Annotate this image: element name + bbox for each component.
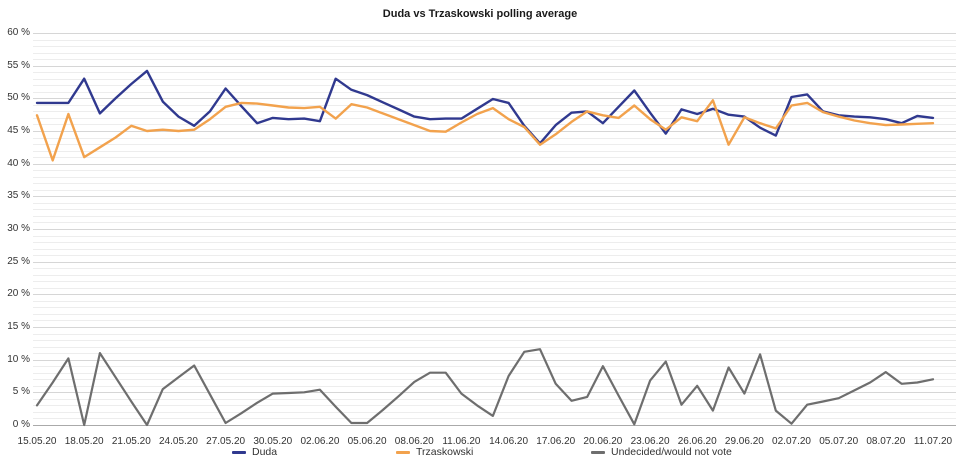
legend-item-duda: Duda [232, 446, 277, 458]
legend-item-trzaskowski: Trzaskowski [396, 446, 473, 458]
series-line-duda [35, 69, 935, 145]
x-tick-label: 21.05.20 [111, 436, 151, 447]
y-tick-label: 25 % [7, 255, 30, 267]
legend-marker-icon [232, 450, 246, 454]
y-tick-label: 10 % [7, 353, 30, 365]
x-tick-label: 11.06.20 [442, 436, 481, 447]
legend-marker-icon [396, 450, 410, 454]
x-tick-label: 05.06.20 [347, 436, 387, 447]
y-tick-label: 30 % [7, 223, 30, 234]
x-tick-label: 26.06.20 [677, 436, 717, 447]
x-tick-label: 23.06.20 [630, 436, 670, 447]
series-line-undecided-would-not-vote [35, 348, 935, 427]
y-tick-label: 55 % [7, 59, 30, 71]
legend-label: Undecided/would not vote [611, 446, 732, 458]
x-tick-label: 20.06.20 [583, 436, 623, 447]
x-tick-label: 02.07.20 [772, 436, 811, 447]
chart-title: Duda vs Trzaskowski polling average [382, 8, 578, 20]
y-tick-label: 40 % [7, 157, 30, 169]
x-tick-label: 14.06.20 [489, 436, 529, 447]
legend-label: Duda [252, 446, 278, 458]
legend-label: Trzaskowski [416, 446, 474, 458]
y-tick-label: 50 % [7, 92, 30, 104]
y-tick-label: 35 % [7, 190, 30, 202]
legend-marker-icon [591, 450, 605, 454]
x-tick-label: 29.06.20 [724, 436, 764, 447]
y-tick-label: 20 % [7, 288, 30, 300]
y-tick-label: 45 % [7, 125, 30, 136]
x-tick-label: 11.07.20 [913, 436, 953, 447]
x-tick-label: 15.05.20 [17, 436, 57, 447]
legend-item-undecided-would-not-vote: Undecided/would not vote [591, 446, 732, 458]
x-tick-label: 08.06.20 [394, 436, 434, 447]
x-tick-label: 02.06.20 [300, 436, 340, 447]
x-tick-label: 30.05.20 [253, 436, 293, 447]
x-tick-label: 17.06.20 [536, 436, 576, 447]
x-tick-label: 18.05.20 [64, 436, 104, 447]
y-tick-label: 60 % [7, 27, 30, 38]
x-tick-label: 24.05.20 [159, 436, 198, 447]
y-tick-label: 0 % [12, 419, 30, 430]
x-tick-label: 08.07.20 [866, 436, 906, 447]
series-line-trzaskowski [35, 99, 935, 162]
x-tick-label: 05.07.20 [819, 436, 859, 447]
x-tick-label: 27.05.20 [206, 436, 246, 447]
y-tick-label: 5 % [12, 386, 30, 398]
y-tick-label: 15 % [7, 321, 30, 332]
